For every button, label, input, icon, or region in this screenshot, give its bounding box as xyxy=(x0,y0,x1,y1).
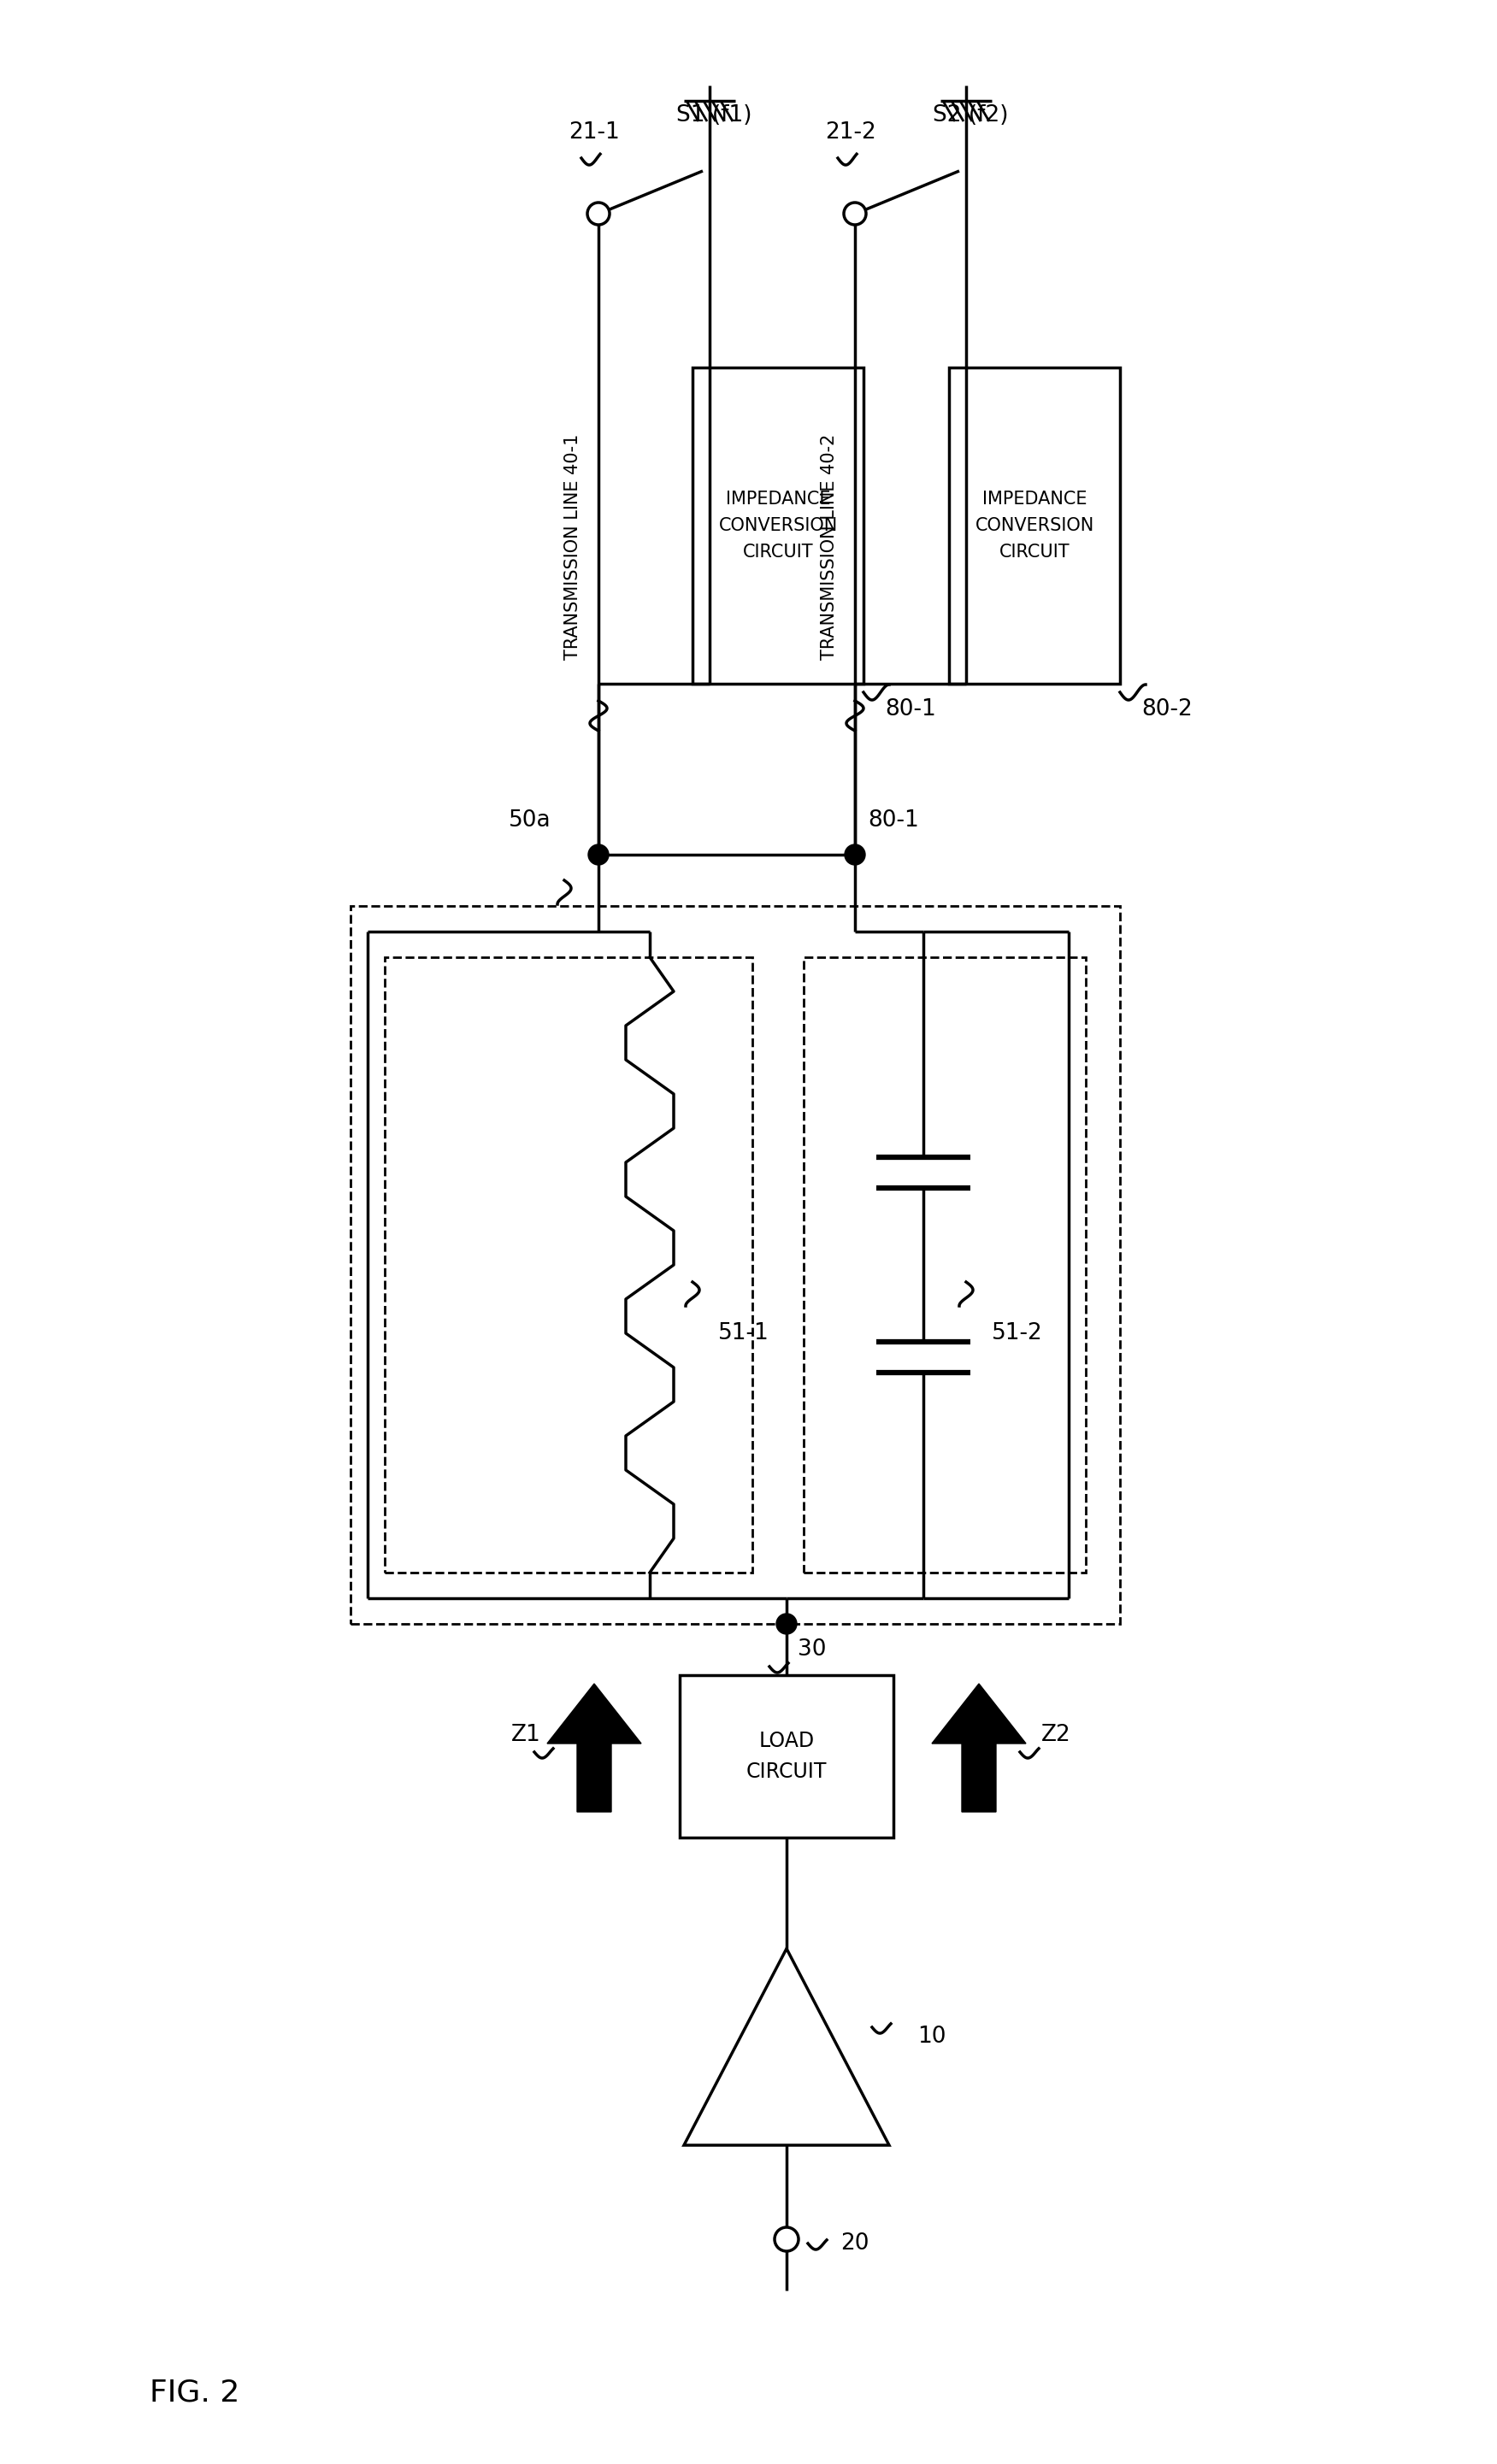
Bar xyxy=(385,956,753,1572)
Polygon shape xyxy=(548,1683,641,1811)
Text: 20: 20 xyxy=(841,2232,870,2255)
Text: 51-2: 51-2 xyxy=(993,1323,1043,1345)
Text: 21-2: 21-2 xyxy=(825,121,876,143)
Circle shape xyxy=(587,202,609,224)
Text: S2 (f2): S2 (f2) xyxy=(933,103,1007,126)
Polygon shape xyxy=(933,1683,1025,1811)
Bar xyxy=(804,956,1085,1572)
Bar xyxy=(680,1676,894,1838)
Text: 80-2: 80-2 xyxy=(1141,697,1193,719)
Text: 80-1: 80-1 xyxy=(885,697,936,719)
Text: FIG. 2: FIG. 2 xyxy=(150,2378,240,2407)
Text: 10: 10 xyxy=(918,2025,946,2048)
Circle shape xyxy=(844,202,867,224)
Text: S1 (f1): S1 (f1) xyxy=(677,103,751,126)
Circle shape xyxy=(774,2227,798,2252)
Text: 21-1: 21-1 xyxy=(569,121,620,143)
Text: 50a: 50a xyxy=(509,808,551,830)
Circle shape xyxy=(844,845,865,865)
Text: LOAD
CIRCUIT: LOAD CIRCUIT xyxy=(746,1730,826,1781)
Text: TRANSMISSION LINE 40-1: TRANSMISSION LINE 40-1 xyxy=(564,434,581,660)
Bar xyxy=(949,367,1120,683)
Text: Z1: Z1 xyxy=(510,1725,540,1747)
Bar xyxy=(693,367,864,683)
Bar xyxy=(350,907,1120,1624)
Text: 30: 30 xyxy=(798,1639,826,1661)
Circle shape xyxy=(777,1614,796,1634)
Circle shape xyxy=(588,845,609,865)
Text: IMPEDANCE
CONVERSION
CIRCUIT: IMPEDANCE CONVERSION CIRCUIT xyxy=(975,490,1094,562)
Text: 80-1: 80-1 xyxy=(868,808,919,830)
Text: TRANSMISSION LINE 40-2: TRANSMISSION LINE 40-2 xyxy=(820,434,838,660)
Text: Z2: Z2 xyxy=(1040,1725,1070,1747)
Text: IMPEDANCE
CONVERSION
CIRCUIT: IMPEDANCE CONVERSION CIRCUIT xyxy=(719,490,837,562)
Text: 51-1: 51-1 xyxy=(719,1323,769,1345)
